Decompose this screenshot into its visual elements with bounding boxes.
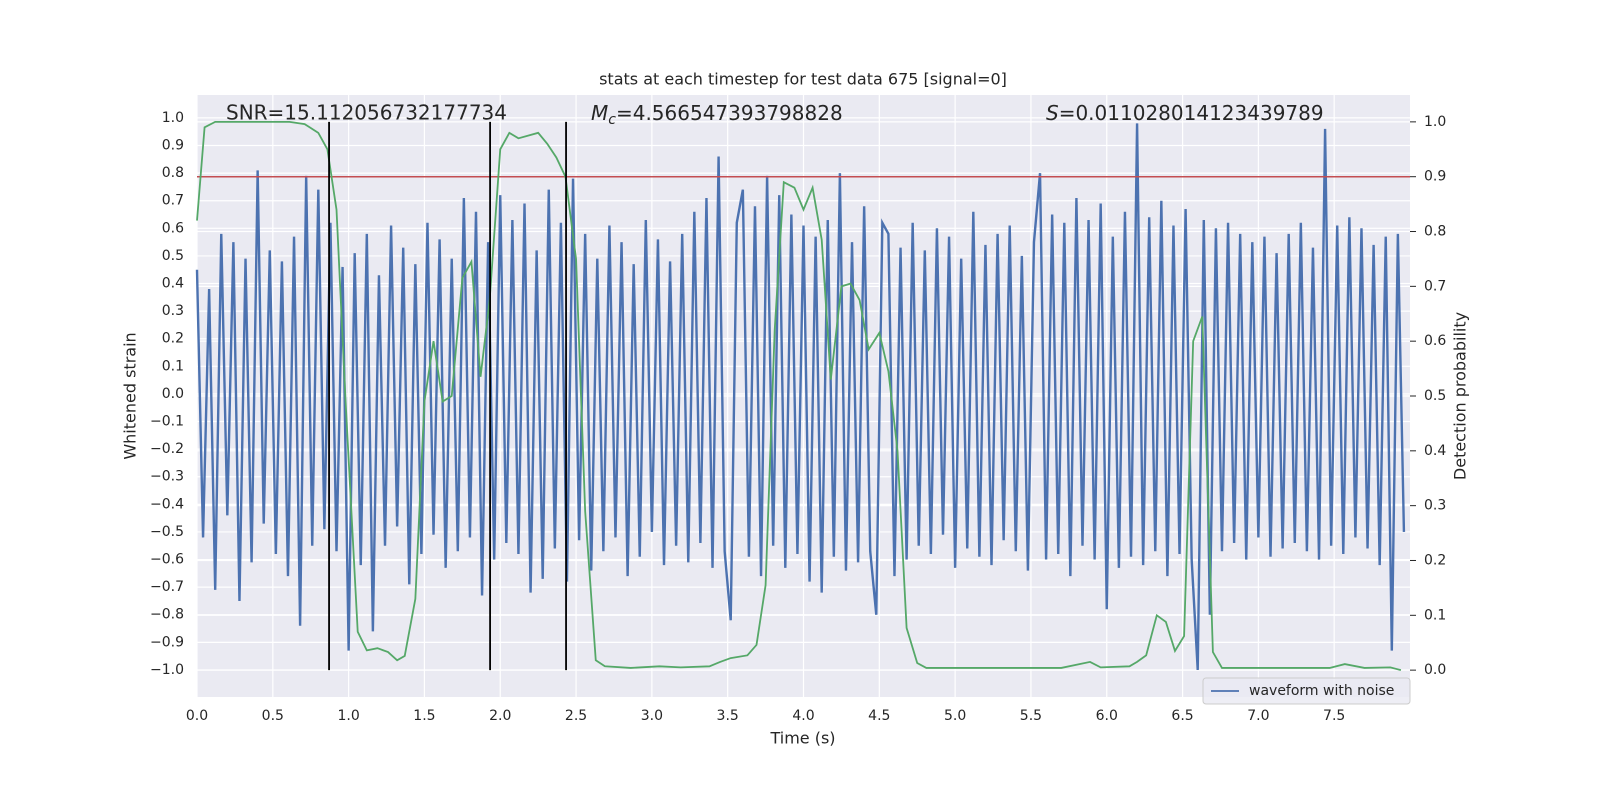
x-tick-label: 6.5 bbox=[1171, 708, 1193, 724]
s-annotation: S=0.011028014123439789 bbox=[1046, 101, 1324, 125]
y2-tick-label: 0.0 bbox=[1424, 662, 1446, 678]
y-tick-label: 0.4 bbox=[162, 276, 184, 292]
x-tick-label: 4.0 bbox=[792, 708, 814, 724]
plot-area bbox=[195, 95, 1410, 697]
y2-tick-label: 0.7 bbox=[1424, 278, 1446, 294]
y-tick-label: −0.7 bbox=[150, 579, 184, 595]
y2-tick-label: 0.2 bbox=[1424, 552, 1446, 568]
mc-value: =4.566547393798828 bbox=[616, 101, 843, 125]
x-tick-label: 3.5 bbox=[717, 708, 739, 724]
legend-label: waveform with noise bbox=[1249, 683, 1394, 699]
y-tick-label: 0.8 bbox=[162, 165, 184, 181]
y2-axis-title: Detection probability bbox=[1451, 312, 1470, 480]
y-axis-title: Whitened strain bbox=[121, 332, 140, 459]
snr-annotation: SNR=15.112056732177734 bbox=[226, 101, 507, 125]
x-tick-label: 5.5 bbox=[1020, 708, 1042, 724]
x-tick-label: 4.5 bbox=[868, 708, 890, 724]
x-tick-label: 0.5 bbox=[262, 708, 284, 724]
y-tick-label: 0.9 bbox=[162, 138, 184, 154]
x-tick-label: 3.0 bbox=[641, 708, 663, 724]
y-tick-label: −0.5 bbox=[150, 524, 184, 540]
y2-tick-label: 0.4 bbox=[1424, 443, 1446, 459]
y-tick-label: 0.1 bbox=[162, 358, 184, 374]
y-tick-label: −0.6 bbox=[150, 552, 184, 568]
y2-tick-label: 1.0 bbox=[1424, 114, 1446, 130]
y-tick-label: 0.2 bbox=[162, 331, 184, 347]
y2-tick-label: 0.9 bbox=[1424, 169, 1446, 185]
y-tick-label: −0.9 bbox=[150, 634, 184, 650]
x-tick-label: 7.0 bbox=[1247, 708, 1269, 724]
mc-subscript: c bbox=[608, 112, 616, 128]
mc-annotation: Mc=4.566547393798828 bbox=[591, 101, 843, 129]
s-symbol: S bbox=[1046, 101, 1059, 125]
x-tick-label: 6.0 bbox=[1096, 708, 1118, 724]
y-tick-label: 0.5 bbox=[162, 248, 184, 264]
x-tick-label: 2.5 bbox=[565, 708, 587, 724]
waveform-line bbox=[195, 123, 1406, 671]
y-tick-label: −1.0 bbox=[150, 662, 184, 678]
x-tick-label: 7.5 bbox=[1323, 708, 1345, 724]
y2-tick-label: 0.5 bbox=[1424, 388, 1446, 404]
y-tick-label: −0.3 bbox=[150, 469, 184, 485]
y-tick-label: 0.6 bbox=[162, 220, 184, 236]
x-tick-label: 2.0 bbox=[489, 708, 511, 724]
y-tick-label: −0.8 bbox=[150, 607, 184, 623]
y2-tick-label: 0.8 bbox=[1424, 224, 1446, 240]
x-tick-label: 1.0 bbox=[337, 708, 359, 724]
s-value: =0.011028014123439789 bbox=[1059, 101, 1324, 125]
x-axis-title: Time (s) bbox=[769, 729, 835, 748]
marks bbox=[195, 120, 1410, 672]
y-tick-label: 1.0 bbox=[162, 110, 184, 126]
mc-symbol: M bbox=[591, 101, 608, 125]
x-tick-label: 5.0 bbox=[944, 708, 966, 724]
y-tick-label: −0.4 bbox=[150, 496, 184, 512]
probability-line bbox=[196, 120, 1402, 672]
y-tick-label: 0.0 bbox=[162, 386, 184, 402]
y2-tick-label: 0.3 bbox=[1424, 498, 1446, 514]
x-tick-label: 0.0 bbox=[186, 708, 208, 724]
x-tick-label: 1.5 bbox=[413, 708, 435, 724]
y-tick-label: 0.3 bbox=[162, 303, 184, 319]
y-tick-label: −0.1 bbox=[150, 414, 184, 430]
y-tick-label: 0.7 bbox=[162, 193, 184, 209]
y2-tick-label: 0.1 bbox=[1424, 607, 1446, 623]
y2-tick-label: 0.6 bbox=[1424, 333, 1446, 349]
legend-box bbox=[1202, 677, 1411, 705]
legend: waveform with noise bbox=[1202, 677, 1411, 705]
chart-title: stats at each timestep for test data 675… bbox=[599, 70, 1007, 89]
y-tick-label: −0.2 bbox=[150, 441, 184, 457]
